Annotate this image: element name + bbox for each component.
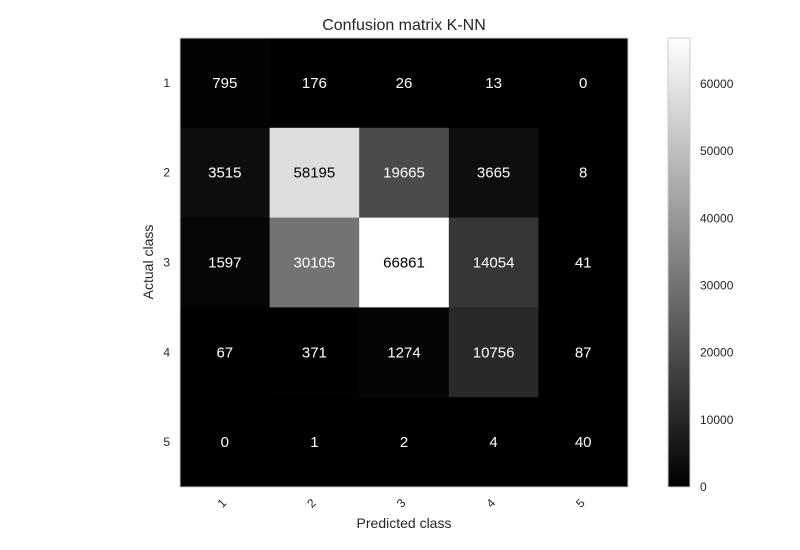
y-tick-label: 2 — [163, 166, 170, 180]
heatmap-cell — [538, 307, 629, 398]
x-tick-label: 3 — [394, 496, 409, 511]
y-tick-labels: 1 2 3 4 5 — [163, 76, 170, 449]
cell-value-label: 4 — [489, 434, 497, 451]
heatmap-cell — [180, 127, 271, 219]
colorbar-tick-label: 20000 — [700, 346, 734, 360]
cell-value-label: 0 — [221, 434, 229, 451]
heatmap-cell — [180, 397, 271, 488]
y-tick-label: 4 — [163, 345, 170, 359]
cell-value-label: 26 — [396, 75, 413, 92]
colorbar-tick-label: 0 — [700, 480, 707, 494]
cell-value-label: 66861 — [383, 255, 425, 272]
heatmap-cell — [359, 397, 450, 488]
heatmap-cell — [359, 307, 450, 398]
heatmap-cell — [180, 38, 271, 129]
cell-value-label: 58195 — [294, 165, 336, 182]
cell-value-label: 13 — [485, 75, 502, 92]
cell-value-label: 41 — [575, 255, 592, 272]
heatmap-cell — [448, 397, 539, 488]
chart-title: Confusion matrix K-NN — [322, 17, 486, 34]
x-tick-label: 1 — [215, 496, 230, 511]
cell-value-label: 1 — [310, 434, 318, 451]
cell-value-label: 19665 — [383, 165, 425, 182]
cell-value-label: 3665 — [477, 165, 510, 182]
colorbar-tick-label: 40000 — [700, 211, 734, 225]
heatmap-cell — [538, 127, 629, 219]
colorbar-tick-label: 30000 — [700, 279, 734, 293]
cell-value-label: 1597 — [208, 255, 241, 272]
heatmap-cell — [448, 307, 539, 398]
x-tick-labels: 1 2 3 4 5 — [215, 496, 588, 511]
colorbar-tick-label: 50000 — [700, 144, 734, 158]
cell-value-label: 795 — [212, 75, 237, 92]
heatmap-cell — [359, 38, 450, 129]
colorbar-tick-label: 60000 — [700, 77, 734, 91]
cell-value-label: 87 — [575, 344, 592, 361]
cell-value-label: 0 — [579, 75, 587, 92]
y-tick-label: 1 — [163, 76, 170, 90]
cell-value-label: 67 — [216, 344, 233, 361]
heatmap-grid: 795 176 26 13 0 3515 58195 19665 3665 8 1597 30105 6… — [180, 38, 629, 488]
heatmap-cell — [269, 38, 360, 129]
cell-value-label: 14054 — [473, 255, 515, 272]
x-tick-label: 5 — [573, 496, 588, 511]
cell-value-label: 30105 — [294, 255, 336, 272]
x-tick-label: 4 — [483, 496, 498, 511]
heatmap-cell — [538, 38, 629, 129]
heatmap-cell — [538, 217, 629, 308]
heatmap-cell — [359, 127, 450, 219]
cell-value-label: 371 — [302, 344, 327, 361]
colorbar-tick-label: 10000 — [700, 413, 734, 427]
heatmap-cell — [359, 217, 450, 308]
colorbar — [667, 37, 691, 488]
cell-value-label: 176 — [302, 75, 327, 92]
cell-value-label: 1274 — [387, 344, 420, 361]
heatmap-frame — [179, 37, 629, 488]
y-tick-label: 3 — [163, 256, 170, 270]
x-axis-label: Predicted class — [357, 515, 452, 531]
y-axis-label: Actual class — [140, 225, 156, 300]
cell-value-label: 40 — [575, 434, 592, 451]
heatmap-cell — [180, 307, 271, 398]
heatmap-cell — [269, 127, 360, 219]
heatmap-cell — [269, 217, 360, 308]
heatmap-cell — [538, 397, 629, 488]
heatmap-cell — [180, 217, 271, 308]
heatmap-cell — [448, 127, 539, 219]
colorbar-tick-labels: 0 10000 20000 30000 40000 50000 60000 — [700, 77, 734, 494]
heatmap-cell — [269, 307, 360, 398]
heatmap-cell — [448, 38, 539, 129]
cell-value-label: 3515 — [208, 165, 241, 182]
cell-value-label: 8 — [579, 165, 587, 182]
heatmap-cell — [448, 217, 539, 308]
heatmap-cell — [269, 397, 360, 488]
cell-value-label: 2 — [400, 434, 408, 451]
y-tick-label: 5 — [163, 435, 170, 449]
cell-value-label: 10756 — [473, 344, 515, 361]
x-tick-label: 2 — [304, 496, 319, 511]
